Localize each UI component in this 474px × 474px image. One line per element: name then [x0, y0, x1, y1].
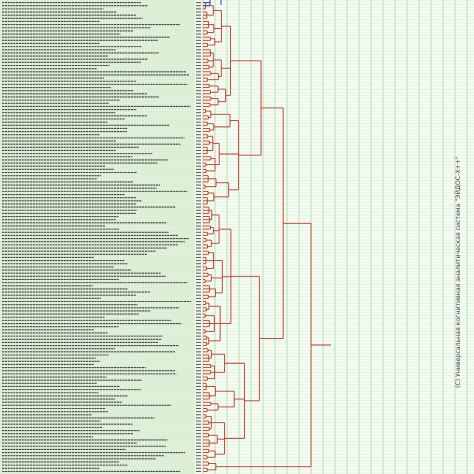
vertical-caption: (C) Универсальная когнитивная аналитичес… [455, 156, 462, 388]
